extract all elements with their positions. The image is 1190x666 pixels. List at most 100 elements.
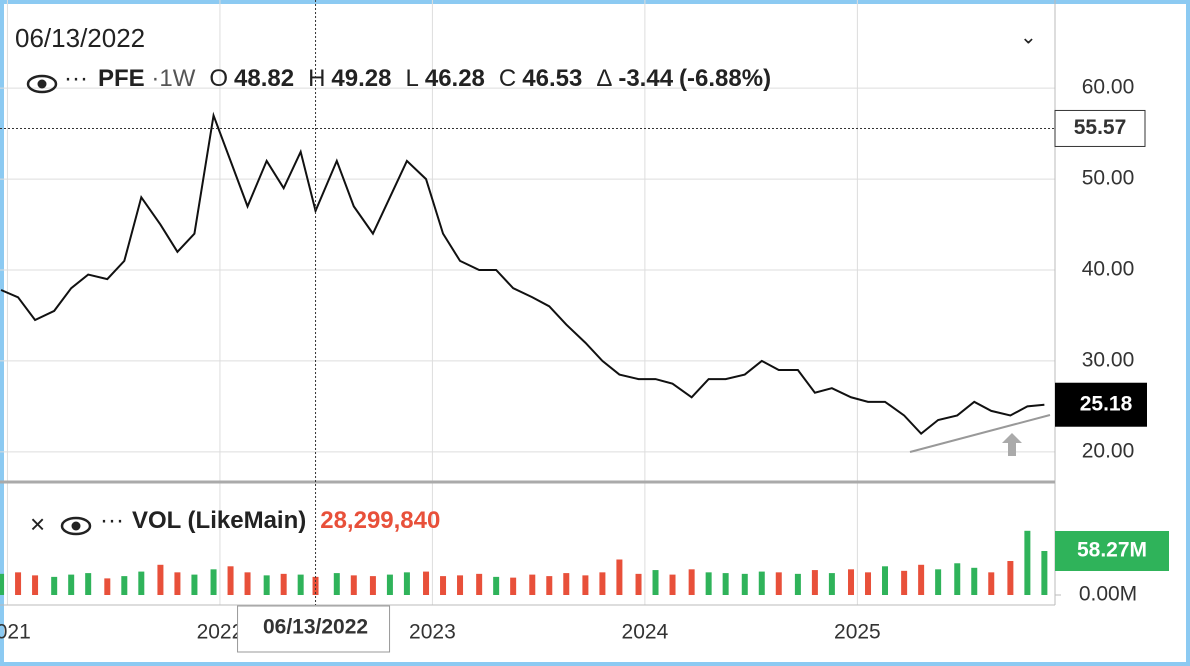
volume-bar (386, 574, 393, 595)
y-tick-label: 50.00 (1082, 167, 1135, 190)
low-label: L (405, 65, 418, 92)
volume-bar (157, 564, 164, 595)
close-button[interactable]: × (30, 509, 45, 539)
eye-icon[interactable] (26, 74, 58, 94)
volume-bar (775, 572, 782, 595)
volume-bar (971, 567, 978, 595)
volume-bar (935, 569, 942, 595)
volume-bar (616, 559, 623, 595)
volume-bar (32, 575, 39, 595)
change-pct: (-6.88%) (679, 65, 771, 92)
volume-bar (0, 573, 5, 595)
volume-name: VOL (LikeMain) (132, 507, 306, 534)
volume-bar (794, 573, 801, 595)
volume-value: 28,299,840 (320, 507, 440, 534)
volume-bar (104, 578, 111, 595)
crosshair-date: 06/13/2022 (15, 23, 145, 53)
more[interactable]: ··· (100, 507, 124, 534)
y-tick-label: 0.00M (1079, 583, 1137, 606)
volume-bar (227, 566, 234, 595)
volume-bar (563, 573, 570, 595)
volume-bar (635, 573, 642, 595)
volume-bar (954, 563, 961, 595)
volume-bar (865, 572, 872, 595)
volume-bar (85, 573, 92, 595)
volume-bar (988, 572, 995, 595)
crosshair-date-box (237, 605, 391, 653)
change: -3.44 (618, 65, 673, 92)
y-tick-label: 30.00 (1082, 348, 1135, 371)
crosshair-date-label: 06/13/2022 (263, 616, 368, 639)
crosshair-price-box (1054, 109, 1146, 147)
close-label: C (499, 65, 516, 92)
volume-bar (350, 575, 357, 595)
volume-bar (705, 572, 712, 595)
close: 46.53 (522, 65, 582, 92)
volume-bar (599, 572, 606, 595)
volume-bar (828, 573, 835, 595)
volume-bar (403, 572, 410, 595)
last-volume-box (1055, 530, 1169, 571)
x-tick-label: 2025 (834, 621, 881, 644)
volume-bar (722, 573, 729, 595)
trend-line (909, 414, 1051, 453)
volume-bar (918, 564, 925, 595)
high-label: H (308, 65, 325, 92)
x-tick-label: 2024 (622, 621, 669, 644)
volume-bar (510, 577, 517, 595)
delta: Δ (596, 65, 612, 92)
volume-bar (848, 569, 855, 595)
volume-bar (138, 571, 145, 595)
volume-bar (882, 566, 889, 595)
last-volume: 58.27M (1077, 539, 1147, 562)
volume-bar (121, 576, 128, 595)
marks (0, 111, 1048, 595)
volume-bar (333, 573, 340, 595)
volume-bar (652, 570, 659, 595)
volume-bar (423, 571, 430, 595)
high: 49.28 (331, 65, 391, 92)
y-tick-label: 40.00 (1082, 258, 1135, 281)
volume-bar (1007, 561, 1014, 595)
volume-bar (1041, 550, 1048, 595)
last-price-box (1055, 382, 1147, 427)
volume-bar (688, 569, 695, 595)
ohlc-legend: ··· PFE ·1W O 48.82 H 49.28 L 46.28 C 46.53 Δ -3.44… (64, 65, 771, 92)
volume-bar (369, 576, 376, 595)
interval: 1W (159, 65, 195, 92)
volume-bar (210, 569, 217, 595)
more[interactable]: ··· (64, 65, 88, 92)
open-label: O (209, 65, 228, 92)
volume-bar (758, 571, 765, 595)
x-tick-label: 2023 (409, 621, 456, 644)
menu-toggle[interactable]: ⌄ (1020, 26, 1037, 48)
volume-bar (68, 574, 75, 595)
volume-eye-icon[interactable] (60, 516, 92, 536)
volume-bar (280, 573, 287, 595)
volume-bar (174, 572, 181, 595)
overlay: 55.57 06/13/2022 25.18 58.27M (0, 0, 1169, 653)
volume-bar (476, 573, 483, 595)
price-line (0, 111, 1045, 435)
crosshair-price: 55.57 (1074, 116, 1127, 139)
volume-bar (1024, 530, 1031, 595)
y-tick-label: 60.00 (1082, 76, 1135, 99)
volume-bar (901, 570, 908, 595)
volume-bar (811, 570, 818, 595)
volume-bar (191, 574, 198, 595)
open: 48.82 (234, 65, 294, 92)
volume-bar (297, 574, 304, 595)
low: 46.28 (425, 65, 485, 92)
volume-bar (440, 576, 447, 595)
volume-bar (244, 572, 251, 595)
arrow-icon (1002, 433, 1022, 456)
volume-bar (582, 575, 589, 595)
x-tick-label: 2022 (197, 621, 244, 644)
volume-bar (493, 576, 500, 595)
last-price: 25.18 (1080, 392, 1133, 415)
volume-bar (546, 576, 553, 595)
volume-bar (741, 573, 748, 595)
volume-bar (263, 575, 270, 595)
